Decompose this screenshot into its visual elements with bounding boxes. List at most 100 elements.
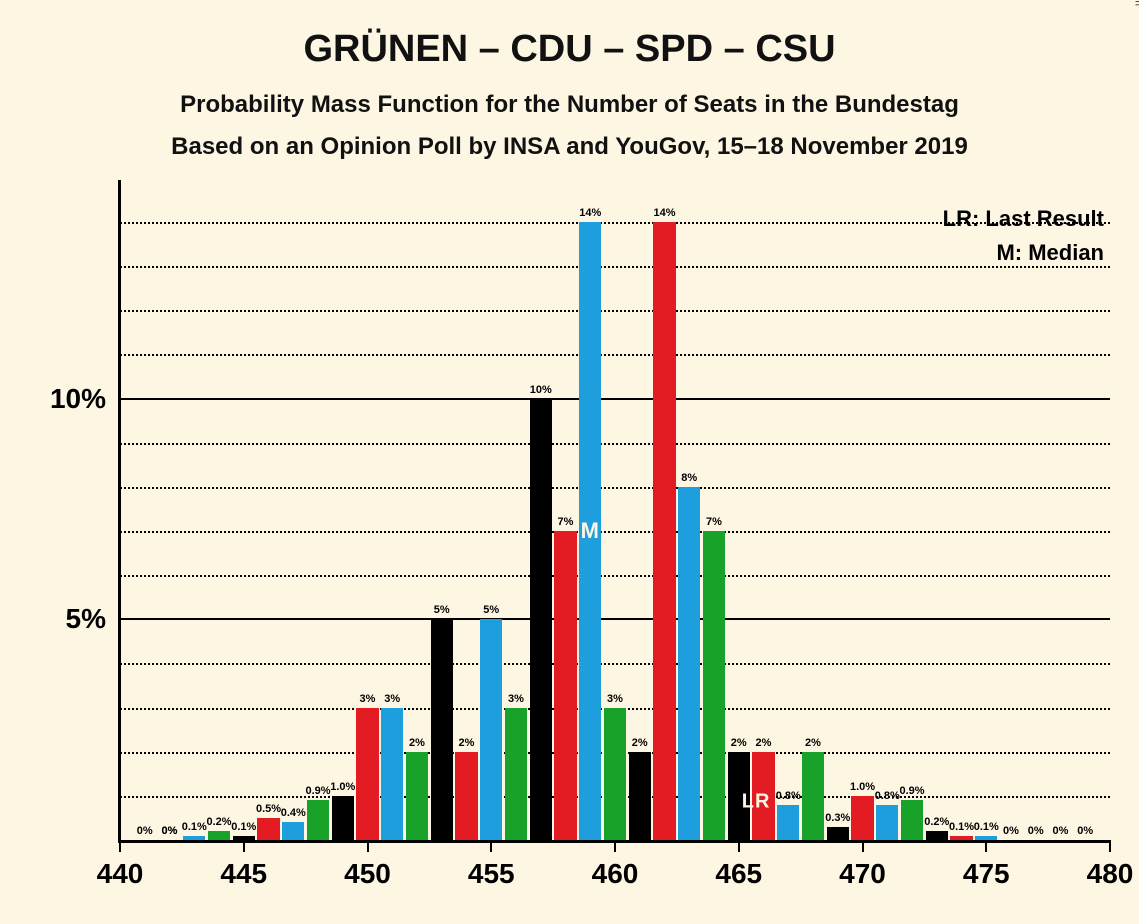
gridline-minor (120, 443, 1110, 445)
bar-value-label: 10% (530, 384, 552, 396)
bar-black (926, 831, 948, 840)
bar-value-label: 5% (434, 604, 450, 616)
bar-value-label: 2% (409, 737, 425, 749)
bar-green (604, 708, 626, 840)
bar-black (332, 796, 354, 840)
bar-value-label: 14% (579, 207, 601, 219)
bar-black (629, 752, 651, 840)
bar-blue (975, 836, 997, 840)
chart-title: GRÜNEN – CDU – SPD – CSU (0, 28, 1139, 71)
bar-blue (777, 805, 799, 840)
bar-value-label: 0.8% (776, 790, 801, 802)
gridline-minor (120, 266, 1110, 268)
bar-red (455, 752, 477, 840)
chart-subtitle-2: Based on an Opinion Poll by INSA and You… (0, 133, 1139, 161)
chart-subtitle-1: Probability Mass Function for the Number… (0, 91, 1139, 119)
bar-value-label: 1.0% (850, 781, 875, 793)
x-tick (243, 840, 245, 852)
bar-blue (876, 805, 898, 840)
bar-green (703, 531, 725, 840)
bar-value-label: 8% (681, 472, 697, 484)
bar-value-label: 7% (706, 516, 722, 528)
last-result-marker: LR (742, 791, 771, 814)
median-marker: M (581, 518, 600, 544)
gridline-minor (120, 663, 1110, 665)
bar-green (307, 800, 329, 840)
bar-blue (678, 487, 700, 840)
bar-green (901, 800, 923, 840)
bar-red (950, 836, 972, 840)
bar-value-label: 3% (607, 693, 623, 705)
gridline-major (120, 618, 1110, 620)
x-tick (490, 840, 492, 852)
bar-value-label: 0% (1003, 825, 1019, 837)
x-tick (119, 840, 121, 852)
bar-green (406, 752, 428, 840)
bar-value-label: 7% (558, 516, 574, 528)
bar-black (431, 619, 453, 840)
bar-blue (381, 708, 403, 840)
bar-value-label: 2% (805, 737, 821, 749)
x-tick (862, 840, 864, 852)
bar-value-label: 0.2% (924, 816, 949, 828)
bar-blue (183, 836, 205, 840)
bar-value-label: 2% (731, 737, 747, 749)
bar-value-label: 2% (632, 737, 648, 749)
y-axis-label: 5% (66, 603, 106, 635)
bar-black (827, 827, 849, 840)
copyright-text: © 2021 Filip van Laenen (1133, 0, 1139, 6)
gridline-minor (120, 531, 1110, 533)
bar-value-label: 0.4% (281, 807, 306, 819)
plot-area: 4404454504554604654704754800%0%0%0.1%0.2… (120, 200, 1110, 840)
x-tick (985, 840, 987, 852)
y-axis-label: 10% (50, 383, 106, 415)
bar-value-label: 0.1% (949, 821, 974, 833)
bar-black (530, 399, 552, 840)
x-axis-label: 450 (344, 858, 391, 890)
bar-value-label: 1.0% (330, 781, 355, 793)
x-axis-label: 460 (592, 858, 639, 890)
x-axis-label: 465 (715, 858, 762, 890)
bar-value-label: 0.1% (231, 821, 256, 833)
x-tick (367, 840, 369, 852)
x-axis-label: 455 (468, 858, 515, 890)
bar-value-label: 0.9% (899, 785, 924, 797)
x-tick (1109, 840, 1111, 852)
bar-red (257, 818, 279, 840)
bar-red (554, 531, 576, 840)
bar-value-label: 14% (653, 207, 675, 219)
bar-value-label: 3% (508, 693, 524, 705)
x-axis-label: 475 (963, 858, 1010, 890)
bar-value-label: 0% (1053, 825, 1069, 837)
bar-value-label: 3% (360, 693, 376, 705)
bar-green (208, 831, 230, 840)
bar-value-label: 0.1% (182, 821, 207, 833)
x-axis-label: 480 (1087, 858, 1134, 890)
bar-red (851, 796, 873, 840)
bar-value-label: 3% (384, 693, 400, 705)
x-axis-label: 440 (97, 858, 144, 890)
bar-red (653, 222, 675, 840)
x-tick (614, 840, 616, 852)
bar-green (802, 752, 824, 840)
gridline-minor (120, 310, 1110, 312)
gridline-major (120, 398, 1110, 400)
bar-value-label: 0% (1077, 825, 1093, 837)
bar-value-label: 0.1% (974, 821, 999, 833)
bar-blue (480, 619, 502, 840)
bar-green (505, 708, 527, 840)
bar-blue (282, 822, 304, 840)
x-tick (738, 840, 740, 852)
legend-median: M: Median (996, 240, 1104, 266)
y-axis (118, 180, 121, 843)
bar-value-label: 5% (483, 604, 499, 616)
bar-value-label: 0.9% (305, 785, 330, 797)
bar-value-label: 0.3% (825, 812, 850, 824)
bar-value-label: 0% (1028, 825, 1044, 837)
legend-last-result: LR: Last Result (943, 206, 1104, 232)
bar-value-label: 0.2% (206, 816, 231, 828)
bar-value-label: 0% (162, 825, 178, 837)
bar-value-label: 0.5% (256, 803, 281, 815)
bar-value-label: 2% (756, 737, 772, 749)
bar-value-label: 0% (137, 825, 153, 837)
